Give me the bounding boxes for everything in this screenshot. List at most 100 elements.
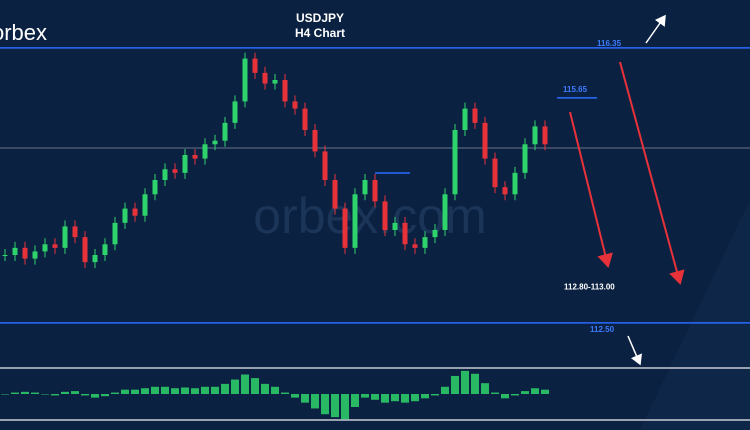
candle [272, 80, 278, 84]
candle [382, 201, 388, 230]
macd-bar [121, 389, 129, 394]
macd-bar [291, 394, 299, 398]
candle [12, 247, 18, 255]
candle [222, 122, 228, 141]
macd-bar [31, 392, 39, 394]
macd-bar [441, 386, 449, 394]
macd-bar [351, 394, 359, 407]
candle [302, 108, 308, 130]
candle [352, 194, 358, 248]
macd-bar [451, 375, 459, 394]
candle [122, 208, 128, 223]
candle [432, 230, 438, 238]
candle [482, 122, 488, 159]
macd-bar [261, 383, 269, 394]
candle [262, 72, 268, 84]
macd-bar [71, 391, 79, 394]
macd-bar [481, 383, 489, 394]
macd-bar [431, 394, 439, 396]
candle [292, 101, 298, 109]
macd-bar [191, 388, 199, 394]
candle [512, 172, 518, 195]
macd-bar [61, 391, 69, 394]
macd-bar [251, 378, 259, 394]
candle [62, 226, 68, 248]
macd-bar [101, 394, 109, 397]
macd-bar [471, 373, 479, 394]
candle [252, 58, 258, 73]
arrow [619, 61, 685, 285]
watermark: orbex.com [253, 188, 486, 244]
candle [172, 169, 178, 173]
macd-bar [321, 394, 329, 415]
candle [532, 126, 538, 145]
candle [182, 155, 188, 173]
brand: orbex [0, 20, 47, 45]
macd-bar [241, 374, 249, 394]
candle [82, 237, 88, 263]
candle [442, 194, 448, 230]
candle [372, 180, 378, 202]
decor [640, 200, 750, 430]
macd-bar [81, 394, 89, 396]
candle [232, 101, 238, 123]
candle [32, 251, 38, 259]
candle [192, 155, 198, 159]
candle [2, 255, 8, 256]
macd-bar [41, 394, 49, 395]
candle [242, 58, 248, 102]
macd-bar [271, 386, 279, 394]
level-label: 116.35 [597, 39, 622, 48]
macd-bar [171, 388, 179, 394]
candle [112, 222, 118, 245]
candle [152, 180, 158, 195]
arrow [627, 335, 642, 366]
candle [392, 222, 398, 230]
macd-bar [381, 394, 389, 403]
macd-bar [501, 394, 509, 399]
candle [332, 180, 338, 209]
macd-bar [521, 391, 529, 394]
candle [402, 222, 408, 245]
macd-bar [411, 394, 419, 402]
arrow [645, 14, 666, 44]
macd-bar [391, 394, 399, 402]
macd-bar [311, 394, 319, 409]
macd-bar [221, 383, 229, 394]
macd-bar [461, 370, 469, 394]
candle [162, 169, 168, 180]
candle [452, 130, 458, 195]
macd-bar [21, 391, 29, 394]
candle [52, 244, 58, 248]
candle [322, 151, 328, 180]
macd-bar [511, 394, 519, 396]
level-label: 115.65 [563, 85, 588, 94]
macd-bar [421, 394, 429, 399]
macd-bar [491, 392, 499, 394]
candle [412, 244, 418, 248]
candle [422, 237, 428, 248]
chart-subtitle: H4 Chart [295, 26, 345, 40]
macd-bar [141, 388, 149, 394]
macd-bar [161, 386, 169, 394]
macd-bar [231, 379, 239, 394]
macd-bar [91, 394, 99, 398]
candle [542, 126, 548, 145]
candle [132, 208, 138, 216]
candle [102, 244, 108, 255]
zone-label: 112.80-113.00 [564, 282, 615, 291]
candle [202, 144, 208, 159]
macd-bar [151, 386, 159, 394]
candle [312, 130, 318, 152]
macd-bar [531, 388, 539, 394]
macd-bar [281, 392, 289, 394]
macd-bar [541, 389, 549, 394]
candle [472, 108, 478, 123]
candle [142, 194, 148, 216]
macd-bar [401, 394, 409, 403]
macd-bar [131, 389, 139, 394]
macd-bar [331, 394, 339, 418]
candle [522, 144, 528, 173]
